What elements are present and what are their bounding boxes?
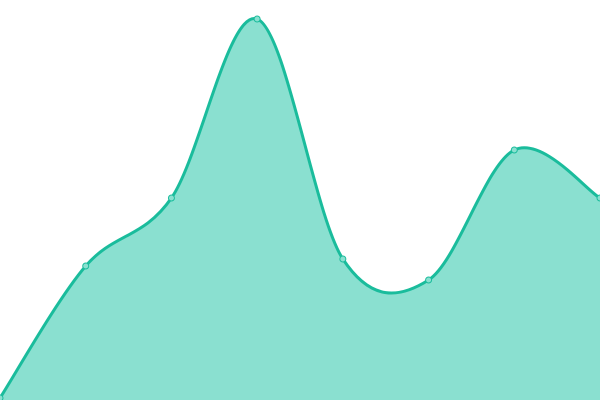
series-line [0, 17, 600, 399]
data-point-0 [0, 394, 4, 400]
data-point-4 [339, 255, 347, 263]
area-fill [0, 18, 600, 400]
data-point-1 [82, 262, 90, 270]
data-points [0, 15, 600, 400]
data-point-5 [425, 276, 433, 284]
data-point-2 [167, 194, 175, 202]
data-point-3 [253, 15, 261, 23]
data-point-7 [596, 194, 600, 202]
data-point-6 [510, 146, 518, 154]
